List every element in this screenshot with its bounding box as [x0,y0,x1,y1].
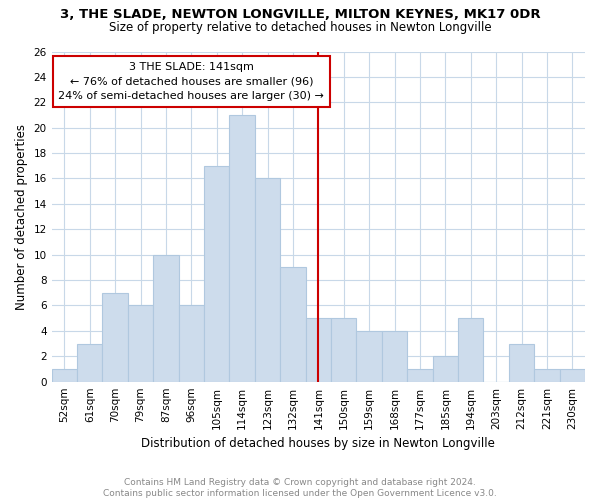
Bar [255,178,280,382]
Bar [560,369,585,382]
Bar [509,344,534,382]
Bar [382,331,407,382]
Bar [458,318,484,382]
Bar [534,369,560,382]
Bar [179,306,204,382]
Bar [331,318,356,382]
Bar [103,293,128,382]
Text: Size of property relative to detached houses in Newton Longville: Size of property relative to detached ho… [109,21,491,34]
Bar [229,115,255,382]
Bar [356,331,382,382]
Bar [204,166,229,382]
Bar [280,268,305,382]
Bar [305,318,331,382]
Y-axis label: Number of detached properties: Number of detached properties [15,124,28,310]
Bar [153,254,179,382]
Text: 3, THE SLADE, NEWTON LONGVILLE, MILTON KEYNES, MK17 0DR: 3, THE SLADE, NEWTON LONGVILLE, MILTON K… [59,8,541,20]
Bar [407,369,433,382]
Text: 3 THE SLADE: 141sqm
← 76% of detached houses are smaller (96)
24% of semi-detach: 3 THE SLADE: 141sqm ← 76% of detached ho… [58,62,324,102]
Bar [77,344,103,382]
X-axis label: Distribution of detached houses by size in Newton Longville: Distribution of detached houses by size … [142,437,495,450]
Bar [128,306,153,382]
Bar [52,369,77,382]
Text: Contains HM Land Registry data © Crown copyright and database right 2024.
Contai: Contains HM Land Registry data © Crown c… [103,478,497,498]
Bar [433,356,458,382]
